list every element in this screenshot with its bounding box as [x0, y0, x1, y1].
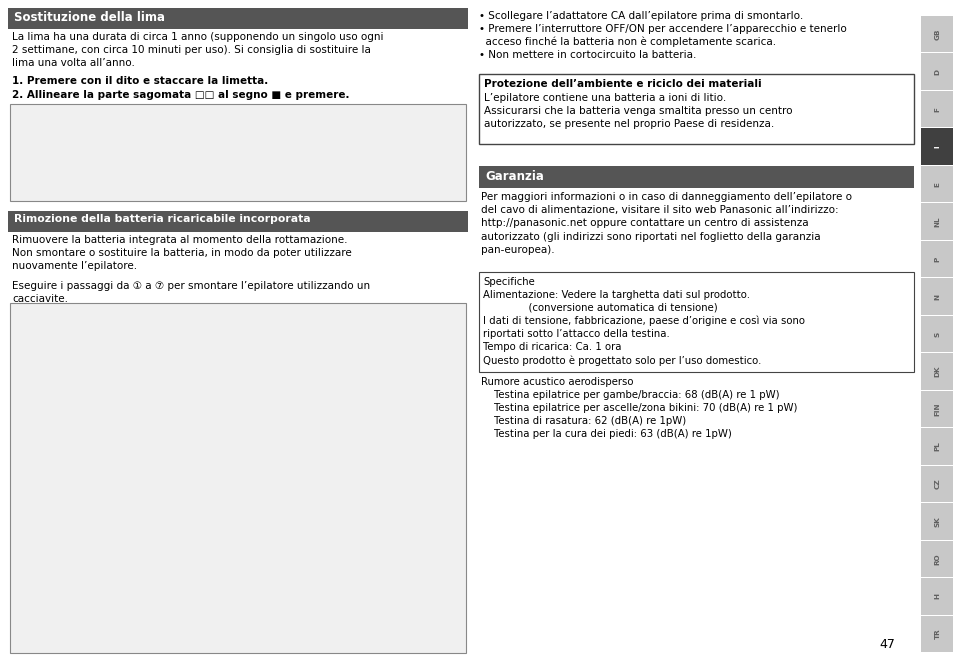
Text: Testina epilatrice per ascelle/zona bikini: 70 (dB(A) re 1 pW): Testina epilatrice per ascelle/zona biki…: [480, 403, 797, 413]
FancyBboxPatch shape: [920, 54, 953, 90]
FancyBboxPatch shape: [920, 316, 953, 352]
Text: FIN: FIN: [934, 402, 940, 416]
Text: Alimentazione: Vedere la targhetta dati sul prodotto.: Alimentazione: Vedere la targhetta dati …: [482, 290, 749, 300]
Text: P: P: [934, 256, 940, 262]
Text: CZ: CZ: [934, 478, 940, 489]
Text: Rimozione della batteria ricaricabile incorporata: Rimozione della batteria ricaricabile in…: [14, 214, 311, 224]
Text: Rimuovere la batteria integrata al momento della rottamazione.
Non smontare o so: Rimuovere la batteria integrata al momen…: [12, 235, 352, 271]
FancyBboxPatch shape: [10, 303, 465, 653]
FancyBboxPatch shape: [920, 241, 953, 277]
FancyBboxPatch shape: [920, 578, 953, 615]
Text: TR: TR: [934, 629, 940, 639]
Text: N: N: [934, 293, 940, 299]
Text: • Scollegare l’adattatore CA dall’epilatore prima di smontarlo.: • Scollegare l’adattatore CA dall’epilat…: [478, 11, 802, 21]
Text: Testina di rasatura: 62 (dB(A) re 1pW): Testina di rasatura: 62 (dB(A) re 1pW): [480, 416, 685, 426]
FancyBboxPatch shape: [478, 74, 913, 144]
FancyBboxPatch shape: [8, 8, 468, 29]
Text: H: H: [934, 593, 940, 599]
Text: SK: SK: [934, 516, 940, 527]
Text: DK: DK: [934, 366, 940, 377]
Text: GB: GB: [934, 28, 940, 40]
FancyBboxPatch shape: [920, 428, 953, 464]
Text: Garanzia: Garanzia: [484, 170, 543, 183]
Text: • Non mettere in cortocircuito la batteria.: • Non mettere in cortocircuito la batter…: [478, 50, 696, 60]
FancyBboxPatch shape: [920, 166, 953, 203]
Text: (conversione automatica di tensione): (conversione automatica di tensione): [482, 303, 717, 313]
FancyBboxPatch shape: [920, 128, 953, 165]
Text: RO: RO: [934, 553, 940, 564]
Text: PL: PL: [934, 442, 940, 452]
FancyBboxPatch shape: [478, 166, 913, 188]
Text: I dati di tensione, fabbricazione, paese d’origine e così via sono: I dati di tensione, fabbricazione, paese…: [482, 316, 804, 327]
Text: riportati sotto l’attacco della testina.: riportati sotto l’attacco della testina.: [482, 329, 669, 339]
FancyBboxPatch shape: [920, 391, 953, 427]
Text: Tempo di ricarica: Ca. 1 ora: Tempo di ricarica: Ca. 1 ora: [482, 342, 620, 352]
FancyBboxPatch shape: [478, 272, 913, 372]
FancyBboxPatch shape: [8, 211, 468, 232]
Text: L’epilatore contiene una batteria a ioni di litio.
Assicurarsi che la batteria v: L’epilatore contiene una batteria a ioni…: [483, 93, 792, 130]
Text: Eseguire i passaggi da ① a ⑦ per smontare l’epilatore utilizzando un
cacciavite.: Eseguire i passaggi da ① a ⑦ per smontar…: [12, 281, 370, 304]
FancyBboxPatch shape: [920, 353, 953, 390]
FancyBboxPatch shape: [920, 16, 953, 52]
Text: 2. Allineare la parte sagomata □□ al segno ■ e premere.: 2. Allineare la parte sagomata □□ al seg…: [12, 90, 349, 100]
Text: • Premere l’interruttore OFF/ON per accendere l’apparecchio e tenerlo
  acceso f: • Premere l’interruttore OFF/ON per acce…: [478, 24, 846, 48]
Text: NL: NL: [934, 216, 940, 227]
FancyBboxPatch shape: [10, 104, 465, 201]
FancyBboxPatch shape: [920, 278, 953, 315]
Text: Sostituzione della lima: Sostituzione della lima: [14, 11, 165, 24]
Text: Specifiche: Specifiche: [482, 277, 535, 287]
FancyBboxPatch shape: [920, 91, 953, 127]
FancyBboxPatch shape: [920, 615, 953, 652]
FancyBboxPatch shape: [920, 541, 953, 577]
Text: 1. Premere con il dito e staccare la limetta.: 1. Premere con il dito e staccare la lim…: [12, 76, 268, 86]
Text: F: F: [934, 107, 940, 111]
Text: Protezione dell’ambiente e riciclo dei materiali: Protezione dell’ambiente e riciclo dei m…: [483, 79, 760, 89]
FancyBboxPatch shape: [920, 466, 953, 502]
Text: Testina epilatrice per gambe/braccia: 68 (dB(A) re 1 pW): Testina epilatrice per gambe/braccia: 68…: [480, 390, 779, 400]
Text: I: I: [934, 146, 940, 148]
Text: La lima ha una durata di circa 1 anno (supponendo un singolo uso ogni
2 settiman: La lima ha una durata di circa 1 anno (s…: [12, 32, 383, 68]
Text: E: E: [934, 182, 940, 187]
Text: Rumore acustico aerodisperso: Rumore acustico aerodisperso: [480, 377, 633, 387]
Text: S: S: [934, 331, 940, 337]
FancyBboxPatch shape: [920, 203, 953, 240]
Text: Per maggiori informazioni o in caso di danneggiamento dell’epilatore o
del cavo : Per maggiori informazioni o in caso di d…: [480, 192, 851, 255]
Text: D: D: [934, 68, 940, 74]
Text: Testina per la cura dei piedi: 63 (dB(A) re 1pW): Testina per la cura dei piedi: 63 (dB(A)…: [480, 429, 731, 439]
Text: 47: 47: [879, 638, 894, 651]
Text: Questo prodotto è progettato solo per l’uso domestico.: Questo prodotto è progettato solo per l’…: [482, 355, 760, 366]
FancyBboxPatch shape: [920, 503, 953, 539]
